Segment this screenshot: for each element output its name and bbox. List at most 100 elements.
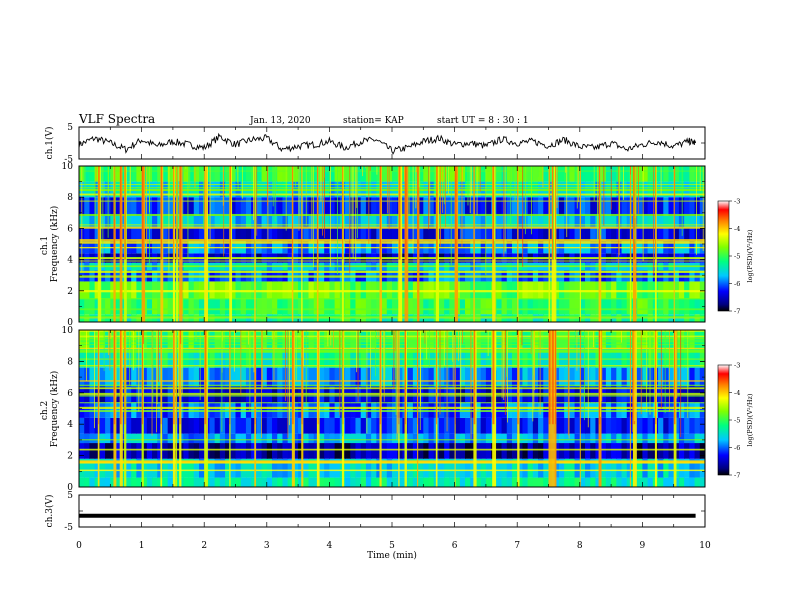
spectrogram-cell <box>251 417 257 434</box>
spectrogram-cell <box>120 228 127 241</box>
spectrogram-streak <box>365 166 367 169</box>
spectrogram-cell <box>84 458 91 478</box>
spectrogram-cell <box>84 443 91 459</box>
spectrogram-streak <box>494 166 496 259</box>
spectrogram-cell <box>574 402 581 418</box>
spectrogram-cell <box>115 197 122 216</box>
spectrogram-cell <box>694 417 701 434</box>
spectrogram-cell <box>188 197 195 216</box>
spectrogram-cell <box>621 215 628 229</box>
spectrogram-cell <box>313 298 320 315</box>
spectrogram-cell <box>386 367 393 387</box>
spectrogram-burst-core <box>301 166 303 260</box>
spectrogram-cell <box>79 443 85 459</box>
spectrogram-cell <box>162 348 169 368</box>
spectrogram-cell <box>564 433 570 444</box>
spectrogram-streak <box>493 166 495 242</box>
spectrogram-streak <box>556 166 558 209</box>
spectrogram-cell <box>245 477 252 487</box>
spectrogram-cell <box>527 367 534 387</box>
spectrogram-cell <box>334 477 341 487</box>
spectrogram-cell <box>386 166 393 182</box>
spectrogram-burst-core <box>436 330 437 425</box>
spectrogram-cell <box>538 477 544 487</box>
spectrogram-cell <box>663 367 670 387</box>
spectrogram-cell <box>99 367 106 387</box>
spectrogram-cell <box>219 458 226 478</box>
spectrogram-cell <box>240 402 247 418</box>
spectrogram-cell <box>611 298 617 315</box>
spectrogram-cell <box>99 477 106 487</box>
spectrogram-cell <box>412 281 419 299</box>
spectrogram-cell <box>386 197 393 216</box>
spectrogram-cell <box>167 433 174 444</box>
spectrogram-cell <box>219 298 226 315</box>
spectrogram-cell <box>240 348 247 368</box>
spectrogram-cell <box>225 433 231 444</box>
spectrogram-streak <box>443 166 445 205</box>
spectrogram-streak <box>470 330 472 439</box>
colorbar-tick-label: -7 <box>734 308 740 316</box>
spectrogram-cell <box>99 281 106 299</box>
spectrogram-cell <box>527 330 534 349</box>
spectrogram-cell <box>454 367 461 387</box>
spectrogram-cell <box>162 402 169 418</box>
spectrogram-cell <box>663 281 670 299</box>
spectrogram-tone-line <box>79 213 705 216</box>
spectrogram-cell <box>590 298 597 315</box>
spectrogram-cell <box>392 228 398 241</box>
spectrogram-burst-core <box>398 330 400 425</box>
spectrogram-cell <box>553 330 560 349</box>
spectrogram-cell <box>287 197 294 216</box>
spectrogram-streak <box>273 330 275 382</box>
spectrogram-cell <box>240 215 247 229</box>
spectrogram-cell <box>277 417 284 434</box>
spectrogram-cell <box>219 215 226 229</box>
spectrogram-cell <box>569 458 576 478</box>
spectrogram-cell <box>376 443 383 459</box>
spectrogram-cell <box>475 281 482 299</box>
spectrogram-cell <box>496 417 503 434</box>
spectrogram-cell <box>188 348 195 368</box>
spectrogram-cell <box>334 367 341 387</box>
spectrogram-cell <box>428 228 435 241</box>
spectrogram-cell <box>110 298 117 315</box>
spectrogram-streak <box>237 166 239 190</box>
spectrogram-cell <box>418 458 424 478</box>
spectrogram-cell <box>558 166 565 182</box>
spectrogram-streak <box>408 166 410 216</box>
spectrogram-cell <box>465 417 471 434</box>
spectrogram-cell <box>167 166 174 182</box>
spectrogram-streak <box>587 330 589 428</box>
spectrogram-cell <box>694 367 701 387</box>
spectrogram-streak <box>533 330 535 410</box>
spectrogram-tone-line <box>79 241 705 244</box>
spectrogram-cell <box>324 458 330 478</box>
time-tick-label: 6 <box>452 541 458 551</box>
spectrogram-cell <box>355 443 362 459</box>
spectrogram-cell <box>438 477 445 487</box>
spectrogram-streak <box>510 166 512 226</box>
spectrogram-cell <box>329 215 336 229</box>
spectrogram-cell <box>120 402 127 418</box>
spectrogram-cell <box>558 402 565 418</box>
spectrogram-cell <box>308 197 315 216</box>
spectrogram-streak <box>532 330 534 376</box>
spectrogram-cell <box>684 281 690 299</box>
spectrogram-cell <box>318 367 325 387</box>
spectrogram-cell <box>663 298 670 315</box>
spectrogram-cell <box>277 348 284 368</box>
spectrogram-streak <box>253 166 254 221</box>
spectrogram-cell <box>105 330 111 349</box>
spectrogram-cell <box>647 215 654 229</box>
spectrogram-cell <box>214 348 221 368</box>
spectrogram-cell <box>449 228 456 241</box>
spectrogram-cell <box>569 477 576 487</box>
spectrogram-cell <box>532 228 539 241</box>
spectrogram-cell <box>261 281 268 299</box>
spectrogram-cell <box>392 433 398 444</box>
spectrogram-cell <box>517 433 524 444</box>
spectrogram-cell <box>120 433 127 444</box>
spectrogram-cell <box>292 417 299 434</box>
spectrogram-cell <box>626 458 633 478</box>
